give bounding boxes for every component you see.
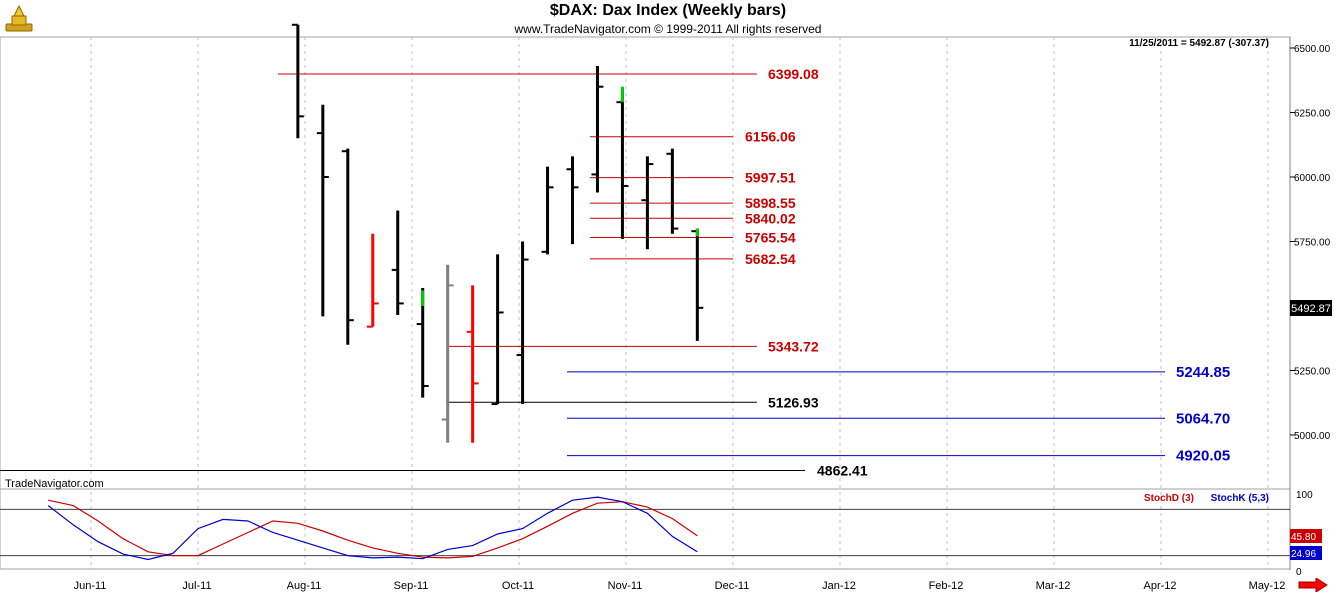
stochastic-lines xyxy=(0,496,1290,561)
indicator-panel-frame xyxy=(0,488,1291,570)
level-label: 5682.54 xyxy=(745,251,796,267)
x-tick-label: Jan-12 xyxy=(822,580,856,592)
level-label: 5244.85 xyxy=(1176,364,1230,381)
level-label: 4920.05 xyxy=(1176,448,1230,465)
price-axis-ticks: 6500.006250.006000.005750.005500.005250.… xyxy=(1290,44,1331,442)
stoch-series-line xyxy=(48,499,698,559)
last-price-box xyxy=(1290,300,1332,316)
last-readout: 11/25/2011 = 5492.87 (-307.37) xyxy=(1129,38,1269,49)
time-axis-ticks: Jun-11 Jul-11 Aug-11 Sep-11 Oct-11 Nov-11 Dec-… xyxy=(74,580,1286,592)
level-label: 5898.55 xyxy=(745,195,796,211)
level-label: 5765.54 xyxy=(745,229,796,245)
x-tick-label: May-12 xyxy=(1249,580,1286,592)
scroll-right-arrow-icon[interactable] xyxy=(1298,578,1328,592)
x-tick-label: Nov-11 xyxy=(608,580,643,592)
last-price-label: 5492.87 xyxy=(1291,303,1331,315)
price-panel-frame xyxy=(0,36,1291,490)
stochk-value: 24.96 xyxy=(1291,549,1316,560)
stochd-value-box xyxy=(1290,529,1322,543)
y-tick-label: 5000.00 xyxy=(1294,431,1331,442)
legend-stochd: StochD (3) xyxy=(1144,493,1194,504)
y-tick-label: 5750.00 xyxy=(1294,238,1331,249)
stoch-y-tick-label: 0 xyxy=(1296,567,1302,578)
ohlc-bars xyxy=(291,23,704,443)
vertical-grid xyxy=(90,37,1269,570)
level-label: 5064.70 xyxy=(1176,410,1230,427)
x-tick-label: Aug-11 xyxy=(287,580,322,592)
level-label: 5126.93 xyxy=(768,394,819,410)
y-tick-label: 6000.00 xyxy=(1294,173,1331,184)
level-label: 5840.02 xyxy=(745,210,796,226)
x-tick-label: Sep-11 xyxy=(394,580,429,592)
stochk-value-box xyxy=(1290,546,1322,560)
copyright-line: www.TradeNavigator.com © 1999-2011 All r… xyxy=(514,22,822,36)
stoch-series-line xyxy=(47,496,698,561)
y-tick-label: 6500.00 xyxy=(1294,44,1331,55)
x-tick-label: Apr-12 xyxy=(1143,580,1176,592)
stochd-value: 45.80 xyxy=(1291,532,1316,543)
stoch-y-tick-label: 100 xyxy=(1296,490,1313,501)
level-label: 4862.41 xyxy=(817,462,868,478)
level-label: 6399.08 xyxy=(768,66,819,82)
y-tick-label: 5250.00 xyxy=(1294,367,1331,378)
stochastic-axis-ticks: 100 0 xyxy=(1296,490,1313,578)
legend-stochk: StochK (5,3) xyxy=(1211,493,1269,504)
x-tick-label: Mar-12 xyxy=(1036,580,1071,592)
x-tick-label: Jun-11 xyxy=(74,580,107,592)
chart-title: $DAX: Dax Index (Weekly bars) xyxy=(549,2,787,19)
level-label: 5343.72 xyxy=(768,338,819,354)
watermark-text: TradeNavigator.com xyxy=(5,478,104,490)
x-tick-label: Feb-12 xyxy=(929,580,964,592)
level-label: 5997.51 xyxy=(745,170,796,186)
tradenavigator-logo xyxy=(5,4,33,32)
x-tick-label: Dec-11 xyxy=(715,580,750,592)
x-tick-label: Oct-11 xyxy=(502,580,534,592)
x-tick-label: Jul-11 xyxy=(182,580,211,592)
y-tick-label: 6250.00 xyxy=(1294,109,1331,120)
level-label: 6156.06 xyxy=(745,129,796,145)
